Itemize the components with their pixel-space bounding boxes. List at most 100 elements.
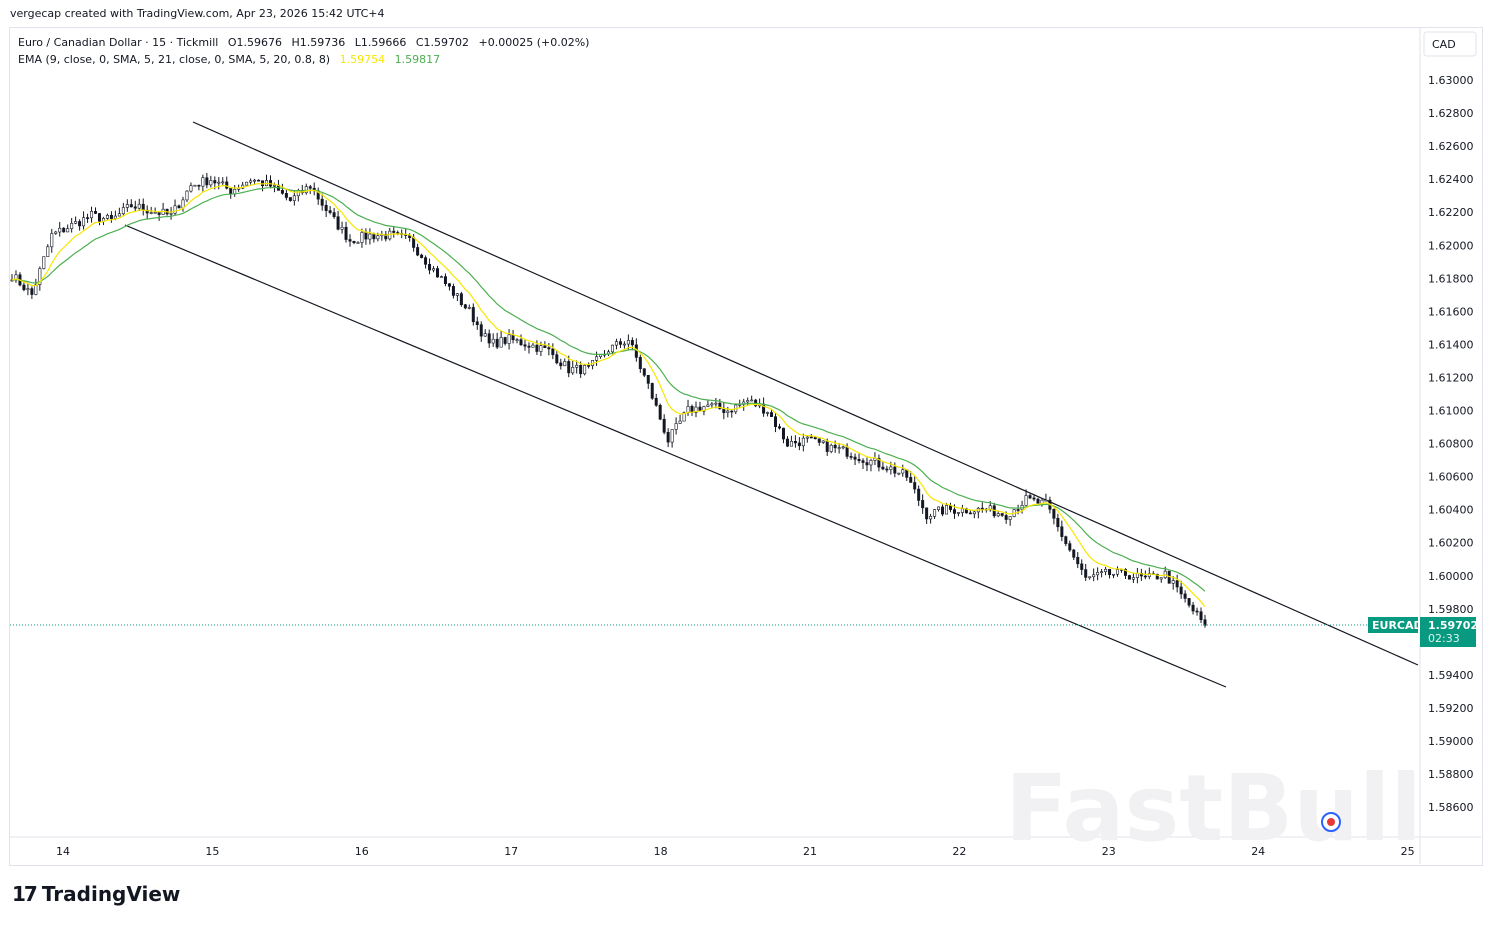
candle-body	[1135, 572, 1139, 578]
candle-body	[471, 307, 475, 323]
symbol-tag-text: EURCAD	[1372, 619, 1423, 632]
ema-fast-value: 1.59754	[339, 53, 386, 66]
tradingview-logo[interactable]: 17 TradingView	[12, 882, 180, 906]
candle-body	[1092, 574, 1096, 578]
candle	[531, 343, 535, 348]
candle-body	[1072, 549, 1076, 558]
candle	[173, 199, 177, 216]
candle	[917, 485, 921, 507]
candle-body	[694, 406, 698, 413]
candle-body	[1179, 586, 1183, 595]
currency-button[interactable]	[1423, 31, 1477, 57]
candle	[284, 189, 288, 201]
candle	[300, 184, 304, 195]
candle-body	[447, 283, 451, 287]
candle	[229, 187, 233, 199]
candle-body	[157, 211, 161, 215]
candle	[976, 506, 980, 519]
candle	[312, 182, 316, 196]
candle	[777, 423, 781, 430]
candle	[996, 510, 1000, 518]
candle	[352, 240, 356, 245]
candle-body	[34, 284, 38, 295]
candle-body	[889, 466, 893, 470]
candle	[706, 400, 710, 408]
channel-lower-line[interactable]	[124, 224, 1227, 688]
candle	[205, 172, 209, 189]
candle-body	[785, 438, 789, 447]
candle	[527, 342, 531, 354]
candle-body	[1100, 571, 1104, 573]
candle	[447, 283, 451, 291]
candle-body	[539, 345, 543, 352]
candle-body	[74, 221, 78, 224]
candle	[913, 476, 917, 494]
symbol-title[interactable]: Euro / Canadian Dollar · 15 · Tickmill	[18, 36, 219, 49]
candle-body	[38, 268, 42, 285]
candle-body	[332, 212, 336, 218]
candle-body	[563, 361, 567, 367]
high-value: H1.59736	[291, 36, 346, 49]
candle	[340, 221, 344, 234]
y-tick-label: 1.58800	[1428, 768, 1474, 781]
candle-body	[777, 426, 781, 429]
candle-body	[774, 416, 778, 427]
candle-body	[817, 438, 821, 443]
candle-body	[392, 230, 396, 233]
candle	[1108, 568, 1112, 579]
candle	[861, 458, 865, 469]
candle	[905, 469, 909, 482]
candle	[86, 213, 90, 223]
candle	[770, 409, 774, 417]
candle	[233, 185, 237, 197]
y-tick-label: 1.60200	[1428, 537, 1474, 550]
candle-body	[626, 340, 630, 345]
candle-body	[587, 365, 591, 367]
candle	[26, 282, 30, 296]
candle-body	[980, 507, 984, 510]
candle-body	[638, 357, 642, 369]
candle-body	[837, 447, 841, 449]
candle	[479, 321, 483, 342]
candle-body	[324, 204, 328, 211]
candle-body	[201, 177, 205, 187]
candle-body	[308, 186, 312, 189]
candle-body	[996, 513, 1000, 517]
candle-body	[523, 344, 527, 347]
candle-body	[1024, 495, 1028, 506]
y-tick-label: 1.62400	[1428, 173, 1474, 186]
indicator-title[interactable]: EMA (9, close, 0, SMA, 5, 21, close, 0, …	[18, 53, 331, 66]
candle	[638, 354, 642, 373]
candle	[292, 190, 296, 206]
candle-body	[197, 184, 201, 187]
candle-body	[901, 469, 905, 474]
candle	[789, 435, 793, 447]
candle	[439, 275, 443, 278]
candle	[380, 230, 384, 241]
candle-body	[86, 217, 90, 219]
candle-body	[730, 410, 734, 413]
candle	[432, 265, 436, 273]
candle-body	[781, 427, 785, 440]
candle-body	[666, 432, 670, 443]
candle	[257, 179, 261, 182]
candle	[698, 401, 702, 412]
candle	[1167, 570, 1171, 584]
candle	[451, 283, 455, 299]
candle-body	[567, 361, 571, 374]
candle	[654, 393, 658, 407]
candle-body	[439, 276, 443, 278]
candle	[1203, 614, 1207, 628]
candle-body	[443, 276, 447, 284]
candle	[591, 360, 595, 370]
channel-upper-line[interactable]	[192, 121, 1419, 666]
candle	[34, 278, 38, 296]
candle-body	[610, 344, 614, 353]
candle-body	[770, 412, 774, 417]
candle	[308, 184, 312, 195]
candle	[30, 286, 34, 300]
candle-body	[642, 368, 646, 376]
candle	[50, 228, 54, 253]
candle	[1032, 495, 1036, 502]
